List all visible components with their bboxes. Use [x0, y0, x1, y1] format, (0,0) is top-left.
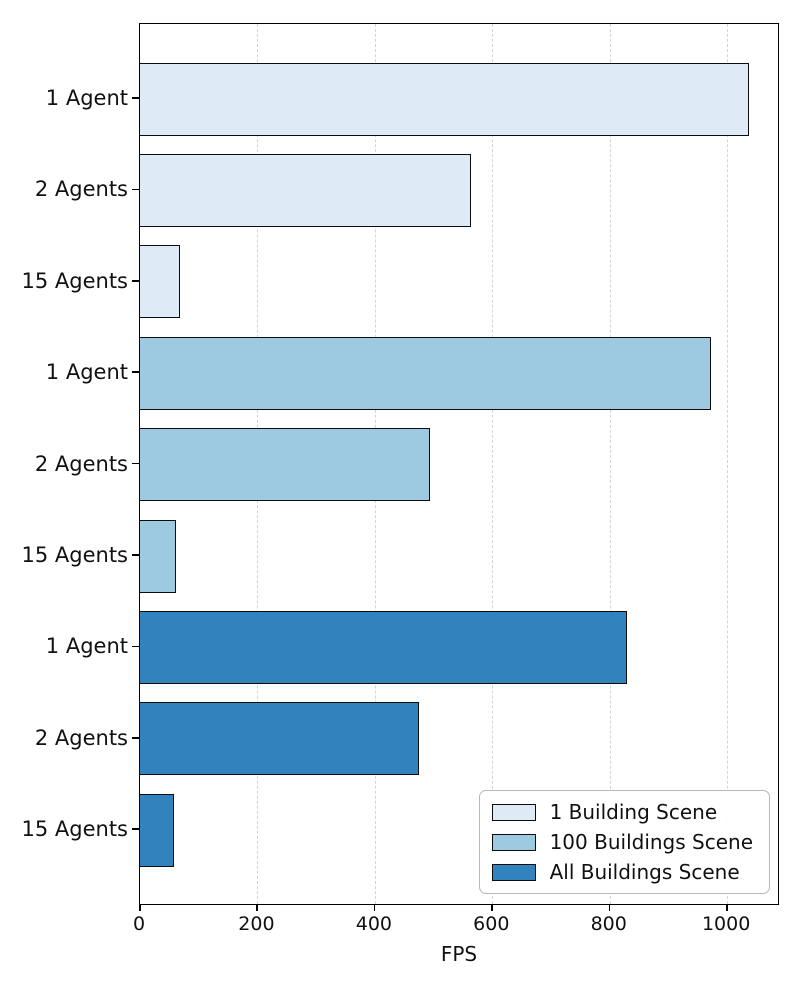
x-axis-label: FPS	[440, 942, 478, 966]
x-tick-mark	[726, 905, 728, 911]
legend-label: 100 Buildings Scene	[549, 830, 753, 854]
y-tick-mark	[132, 737, 139, 739]
x-tick-label: 1000	[701, 913, 751, 935]
bar-all-buildings-scene-15-agents	[140, 793, 175, 867]
legend-label: 1 Building Scene	[549, 800, 718, 824]
gridline-x-1000	[727, 24, 729, 904]
y-tick-label: 2 Agents	[34, 451, 128, 476]
bar-1-building-scene-15-agents	[140, 245, 180, 319]
legend-swatch-icon	[491, 863, 536, 881]
legend-entry: 1 Building Scene	[491, 800, 753, 824]
legend-swatch-icon	[491, 803, 536, 821]
y-tick-label: 15 Agents	[21, 268, 129, 293]
gridline-x-600	[492, 24, 494, 904]
x-tick-mark	[139, 905, 141, 911]
x-tick-label: 400	[355, 913, 392, 935]
bar-1-building-scene-1-agent	[140, 62, 749, 136]
legend-entry: All Buildings Scene	[491, 860, 753, 884]
bar-100-buildings-scene-1-agent	[140, 336, 712, 410]
x-tick-mark	[373, 905, 376, 911]
y-tick-mark	[132, 462, 139, 465]
y-tick-label: 1 Agent	[45, 360, 128, 385]
y-tick-mark	[132, 828, 139, 830]
bar-all-buildings-scene-1-agent	[140, 610, 627, 684]
x-tick-label: 200	[238, 913, 275, 935]
y-tick-mark	[132, 280, 139, 282]
y-tick-label: 1 Agent	[45, 86, 128, 110]
x-tick-mark	[256, 905, 259, 911]
x-tick-label: 0	[132, 913, 146, 935]
bar-1-building-scene-2-agents	[140, 153, 472, 227]
x-tick-label: 600	[473, 913, 510, 935]
y-tick-label: 15 Agents	[21, 543, 129, 567]
y-tick-mark	[132, 645, 139, 648]
y-tick-label: 15 Agents	[21, 817, 129, 842]
bar-100-buildings-scene-15-agents	[140, 519, 176, 593]
legend-label: All Buildings Scene	[549, 860, 740, 884]
x-tick-mark	[608, 905, 611, 911]
legend: 1 Building Scene 100 Buildings Scene All B…	[478, 790, 770, 894]
y-tick-mark	[132, 371, 139, 373]
x-tick-label: 800	[590, 913, 627, 935]
x-tick-mark	[491, 905, 493, 911]
bar-100-buildings-scene-2-agents	[140, 428, 431, 502]
gridline-x-800	[609, 24, 611, 904]
y-tick-mark	[132, 188, 139, 191]
plot-area: 1 Building Scene 100 Buildings Scene All B…	[139, 23, 779, 905]
legend-swatch-icon	[491, 833, 536, 851]
bar-all-buildings-scene-2-agents	[140, 702, 419, 776]
y-tick-label: 2 Agents	[34, 177, 128, 202]
y-tick-mark	[132, 97, 139, 99]
y-tick-mark	[132, 554, 139, 556]
legend-entry: 100 Buildings Scene	[491, 830, 753, 854]
y-tick-label: 1 Agent	[45, 634, 128, 659]
y-tick-label: 2 Agents	[34, 725, 128, 750]
